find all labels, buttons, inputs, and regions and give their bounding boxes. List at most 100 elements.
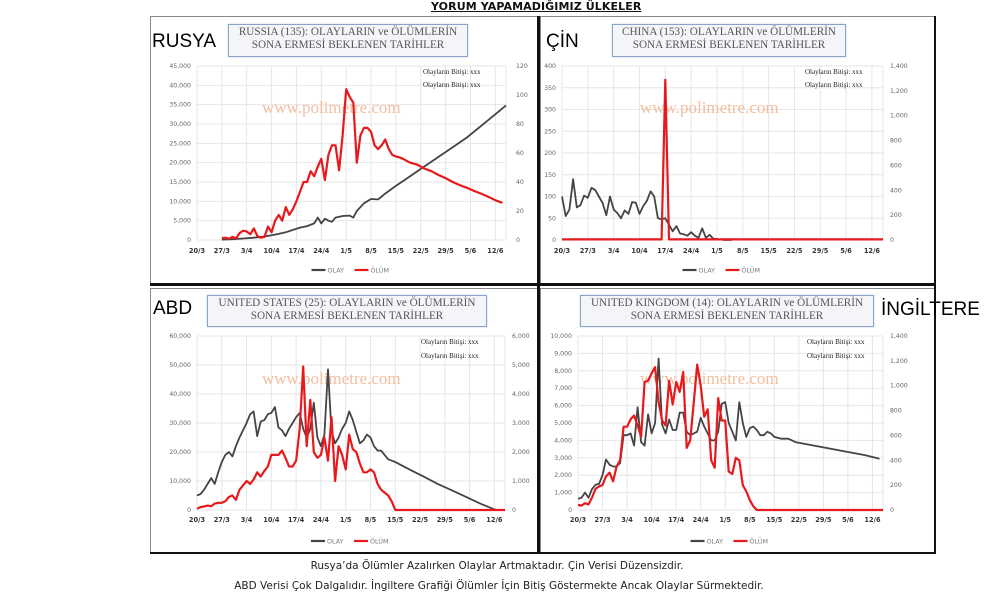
y-right-tick-label: 100: [516, 92, 528, 99]
x-tick-label: 27/3: [214, 247, 231, 255]
y-left-tick-label: 9,000: [554, 350, 572, 357]
y-right-tick-label: 600: [890, 162, 902, 169]
x-tick-label: 10/4: [631, 247, 648, 255]
watermark-text: www.polimetre.com: [640, 369, 779, 388]
y-right-tick-label: 1,000: [512, 478, 530, 485]
x-tick-label: 5/6: [840, 247, 852, 255]
y-left-tick-label: 100: [544, 194, 556, 201]
x-tick-label: 12/6: [864, 247, 881, 255]
watermark-text: www.polimetre.com: [262, 369, 401, 388]
y-left-tick-label: 300: [544, 107, 556, 114]
x-tick-label: 20/3: [189, 516, 206, 524]
y-left-tick-label: 5,000: [554, 420, 572, 427]
y-right-tick-label: 5,000: [512, 362, 530, 369]
chart-title-russia: RUSSIA (135): OLAYLARIN ve ÖLÜMLERİN SON…: [228, 24, 468, 57]
chart-title-line1: UNITED KINGDOM (14): OLAYLARIN ve ÖLÜMLE…: [590, 297, 864, 309]
y-left-tick-label: 350: [544, 85, 556, 92]
y-left-tick-label: 30,000: [169, 420, 191, 427]
x-tick-label: 12/6: [864, 516, 881, 524]
series-line-olum: [221, 88, 503, 240]
y-left-tick-label: 60,000: [169, 333, 191, 340]
x-tick-label: 15/5: [388, 247, 405, 255]
y-right-tick-label: 1,000: [890, 113, 908, 120]
chart-title-line1: RUSSIA (135): OLAYLARIN ve ÖLÜMLERİN: [238, 26, 458, 38]
x-tick-label: 8/5: [737, 247, 749, 255]
y-right-tick-label: 20: [516, 208, 524, 215]
x-tick-label: 12/6: [486, 516, 503, 524]
series-line-olum: [562, 78, 883, 241]
legend-label: OLAY: [699, 266, 716, 274]
x-tick-label: 5/6: [465, 247, 477, 255]
y-right-tick-label: 0: [512, 507, 516, 514]
x-tick-label: 10/4: [644, 516, 661, 524]
legend-label: OLAY: [707, 537, 724, 545]
chart-title-china: CHINA (153): OLAYLARIN ve ÖLÜMLERİN SONA…: [612, 24, 846, 57]
panel-border-right: [934, 16, 936, 554]
x-tick-label: 22/5: [791, 516, 808, 524]
y-left-tick-label: 20,000: [169, 449, 191, 456]
x-tick-label: 12/6: [487, 247, 504, 255]
y-left-tick-label: 7,000: [554, 385, 572, 392]
x-tick-label: 29/5: [815, 516, 832, 524]
country-label-china: ÇİN: [546, 31, 579, 52]
y-left-tick-label: 8,000: [554, 368, 572, 375]
y-right-tick-label: 200: [890, 212, 902, 219]
x-tick-label: 24/4: [313, 247, 330, 255]
annotation-note: Olayların Bitişi: xxx: [807, 352, 865, 360]
x-tick-label: 15/5: [387, 516, 404, 524]
chart-title-line1: UNITED STATES (25): OLAYLARIN ve ÖLÜMLER…: [218, 297, 476, 309]
x-tick-label: 20/3: [570, 516, 587, 524]
y-left-tick-label: 50: [548, 215, 556, 222]
y-right-tick-label: 1,200: [890, 88, 908, 95]
legend-label: ÖLÜM: [370, 536, 388, 545]
annotation-note: Olayların Bitişi: xxx: [423, 68, 481, 76]
chart-title-line2: SONA ERMESİ BEKLENEN TARİHLER: [250, 310, 444, 322]
annotation-note: Olayların Bitişi: xxx: [421, 338, 479, 346]
chart-title-line2: SONA ERMESİ BEKLENEN TARİHLER: [632, 39, 826, 51]
country-label-united-kingdom: İNGİLTERE: [881, 299, 980, 320]
x-tick-label: 15/5: [761, 247, 778, 255]
series-line-olay: [221, 104, 507, 241]
y-left-tick-label: 2,000: [554, 472, 572, 479]
x-tick-label: 20/3: [189, 247, 206, 255]
x-tick-label: 27/3: [594, 516, 611, 524]
series-line-olay: [561, 178, 732, 241]
page-title: YORUM YAPAMADIĞIMIZ ÜLKELER: [431, 0, 642, 13]
legend-label: OLAY: [327, 537, 344, 545]
x-tick-label: 17/4: [288, 247, 305, 255]
y-left-tick-label: 6,000: [554, 403, 572, 410]
chart-title-line2: SONA ERMESİ BEKLENEN TARİHLER: [251, 39, 445, 51]
y-left-tick-label: 10,000: [550, 333, 572, 340]
y-right-tick-label: 6,000: [512, 333, 530, 340]
y-left-tick-label: 250: [544, 128, 556, 135]
footer-line-1: Rusya’da Ölümler Azalırken Olaylar Artma…: [310, 560, 684, 572]
y-left-tick-label: 1,000: [554, 490, 572, 497]
footer-line-2: ABD Verisi Çok Dalgalıdır. İngiltere Gra…: [234, 580, 764, 592]
legend-label: ÖLÜM: [750, 536, 768, 545]
x-tick-label: 29/5: [812, 247, 829, 255]
y-left-tick-label: 0: [568, 507, 572, 514]
x-tick-label: 3/4: [621, 516, 633, 524]
y-left-tick-label: 40,000: [169, 82, 191, 89]
x-tick-label: 5/6: [464, 516, 476, 524]
y-right-tick-label: 800: [890, 138, 902, 145]
x-tick-label: 27/3: [580, 247, 597, 255]
legend-label: OLAY: [328, 266, 345, 274]
y-right-tick-label: 0: [890, 237, 894, 244]
y-left-tick-label: 400: [544, 63, 556, 70]
y-left-tick-label: 3,000: [554, 455, 572, 462]
x-tick-label: 3/4: [608, 247, 620, 255]
y-right-tick-label: 0: [890, 507, 894, 514]
x-tick-label: 3/4: [241, 516, 253, 524]
annotation-note: Olayların Bitişi: xxx: [805, 68, 863, 76]
y-left-tick-label: 150: [544, 172, 556, 179]
x-tick-label: 22/5: [786, 247, 803, 255]
x-tick-label: 5/6: [842, 516, 854, 524]
x-tick-label: 1/5: [711, 247, 723, 255]
y-left-tick-label: 0: [187, 237, 191, 244]
y-right-tick-label: 4,000: [512, 391, 530, 398]
y-right-tick-label: 600: [890, 432, 902, 439]
